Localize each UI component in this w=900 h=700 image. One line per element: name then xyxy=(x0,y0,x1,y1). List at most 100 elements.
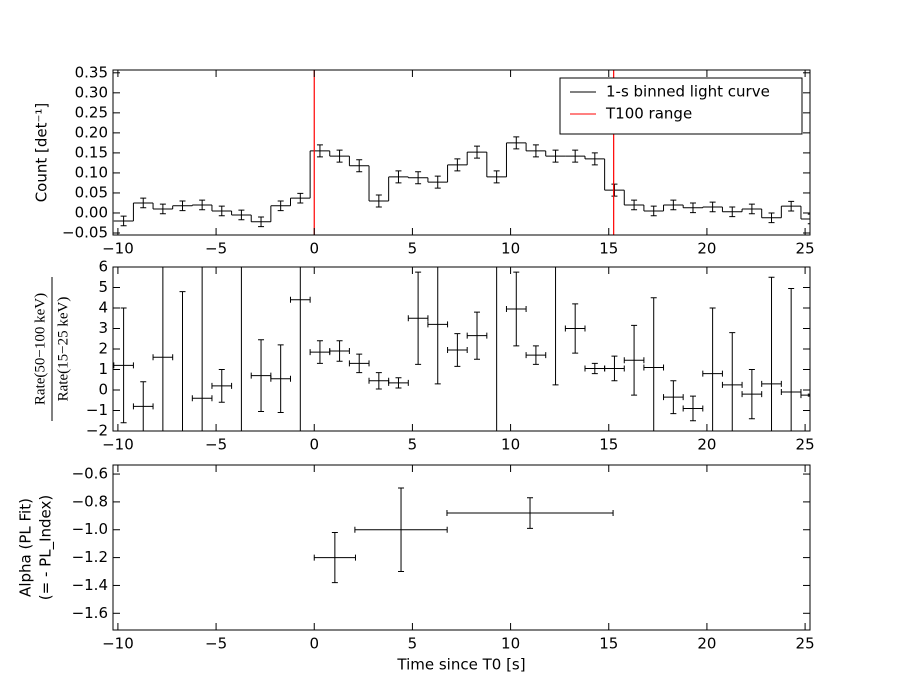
error-bar xyxy=(258,339,265,413)
plot-area xyxy=(113,244,810,431)
x-tick-label: 15 xyxy=(599,635,618,653)
y-axis-label: Rate(50−100 keV) Rate(15−25 keV) xyxy=(32,277,71,421)
error-bar xyxy=(336,340,343,362)
error-bar xyxy=(277,200,284,212)
y-tick-label: 0.10 xyxy=(75,163,108,181)
error-bar xyxy=(748,369,755,420)
error-bar xyxy=(670,380,677,415)
error-bar xyxy=(768,276,775,431)
legend-label: 1-s binned light curve xyxy=(606,83,770,101)
y-axis-label: Count [det⁻¹] xyxy=(33,103,51,203)
error-bar xyxy=(199,199,206,211)
error-bar xyxy=(709,307,716,431)
x-tick-label: 20 xyxy=(697,240,716,258)
x-tick-label: 10 xyxy=(501,240,520,258)
error-bar xyxy=(670,199,677,211)
error-bar xyxy=(356,159,363,173)
error-bar xyxy=(120,307,127,424)
axes-frame xyxy=(112,266,811,432)
y-tick-label: 2 xyxy=(98,340,108,358)
x-tick-label: −5 xyxy=(205,635,227,653)
y-tick-label: −1.6 xyxy=(72,604,108,622)
x-error-bar xyxy=(232,244,252,250)
error-bar xyxy=(513,136,520,150)
y-tick-label: 0.05 xyxy=(75,183,108,201)
y-tick-label: 1 xyxy=(98,360,108,378)
error-bar xyxy=(474,145,481,159)
error-bar xyxy=(159,203,166,215)
error-bar xyxy=(179,291,186,431)
error-bar xyxy=(331,532,338,584)
error-bar xyxy=(395,170,402,184)
error-bar xyxy=(240,267,242,431)
error-bar xyxy=(258,216,265,228)
y-tick-label: 0.25 xyxy=(75,103,108,121)
error-bar xyxy=(140,381,147,431)
x-tick-label: 25 xyxy=(796,240,815,258)
error-bar xyxy=(316,340,323,364)
error-bar xyxy=(299,267,301,431)
error-bar xyxy=(277,344,284,414)
error-bar xyxy=(532,345,539,365)
x-tick-label: −10 xyxy=(102,240,134,258)
error-bar xyxy=(120,215,127,227)
error-bar xyxy=(591,152,598,166)
x-tick-label: −10 xyxy=(102,436,134,454)
error-bar xyxy=(140,197,147,209)
axes-frame xyxy=(112,464,811,631)
error-bar xyxy=(807,213,810,225)
axes-frame xyxy=(112,69,811,236)
error-bar xyxy=(415,171,422,185)
error-bar xyxy=(316,144,323,158)
x-tick-label: 15 xyxy=(599,436,618,454)
error-bar xyxy=(398,487,405,573)
error-bar xyxy=(434,267,441,385)
y-tick-label: −1 xyxy=(86,401,108,419)
error-bar xyxy=(527,497,534,529)
error-bar xyxy=(788,288,795,431)
y-tick-label: −0.6 xyxy=(72,465,108,483)
error-bar xyxy=(729,332,736,431)
y-axis-label: Alpha (PL Fit) xyxy=(17,498,35,597)
y-tick-label: 4 xyxy=(98,299,108,317)
y-tick-label: 0.35 xyxy=(75,63,108,81)
x-tick-label: −10 xyxy=(102,635,134,653)
error-bar xyxy=(729,206,736,218)
error-bar xyxy=(218,205,225,217)
error-bar xyxy=(807,393,810,397)
x-error-bar xyxy=(800,392,810,399)
y-tick-label: −0.05 xyxy=(62,223,108,241)
y-tick-label: 0.00 xyxy=(75,203,108,221)
y-tick-label: 6 xyxy=(98,258,108,276)
x-tick-label: 0 xyxy=(309,240,319,258)
error-bar xyxy=(689,202,696,214)
error-bar xyxy=(532,144,539,158)
x-tick-label: 10 xyxy=(501,635,520,653)
y-tick-label: 5 xyxy=(98,278,108,296)
error-bar xyxy=(162,267,164,431)
error-bar xyxy=(650,297,657,431)
y-tick-label: 3 xyxy=(98,319,108,337)
legend-label: T100 range xyxy=(605,105,692,123)
error-bar xyxy=(474,311,481,360)
x-tick-label: 10 xyxy=(501,436,520,454)
plot-area xyxy=(113,70,810,235)
x-tick-label: 0 xyxy=(309,635,319,653)
error-bar xyxy=(238,209,245,221)
legend-box xyxy=(559,77,803,135)
error-bar xyxy=(631,199,638,211)
error-bar xyxy=(375,372,382,390)
y-tick-label: 0.20 xyxy=(75,123,108,141)
y-tick-label: −1.2 xyxy=(72,548,108,566)
error-bar xyxy=(218,369,225,403)
x-tick-label: 5 xyxy=(408,436,418,454)
error-bar xyxy=(201,267,203,431)
error-bar xyxy=(748,203,755,215)
error-bar xyxy=(611,183,618,197)
error-bar xyxy=(650,205,657,217)
x-tick-label: −5 xyxy=(205,240,227,258)
error-bar xyxy=(434,175,441,189)
error-bar xyxy=(454,158,461,172)
y-axis-label: (= - PL_Index) xyxy=(37,495,56,600)
y-label-numerator: Rate(50−100 keV) xyxy=(32,293,48,405)
